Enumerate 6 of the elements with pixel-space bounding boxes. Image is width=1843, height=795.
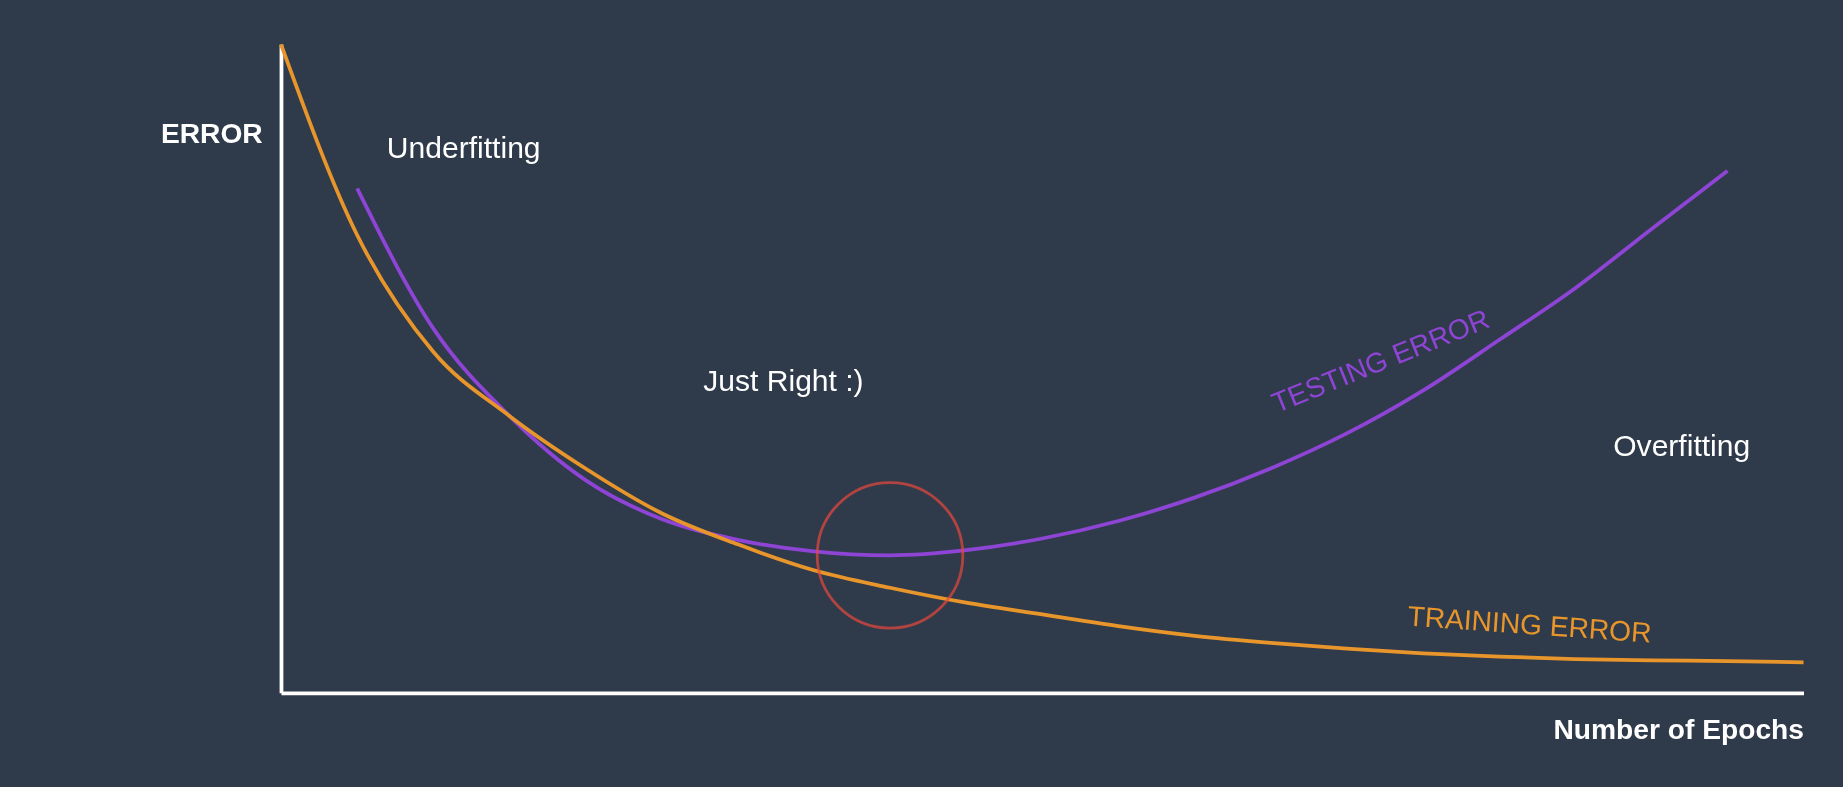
annotation: Underfitting [386,130,541,164]
series-label: TRAINING ERROR [1406,599,1653,649]
annotation: Overfitting [1613,428,1751,462]
annotation: Just Right :) [703,363,864,397]
y-axis-title: ERROR [160,116,263,149]
x-axis-title: Number of Epochs [1553,713,1804,746]
